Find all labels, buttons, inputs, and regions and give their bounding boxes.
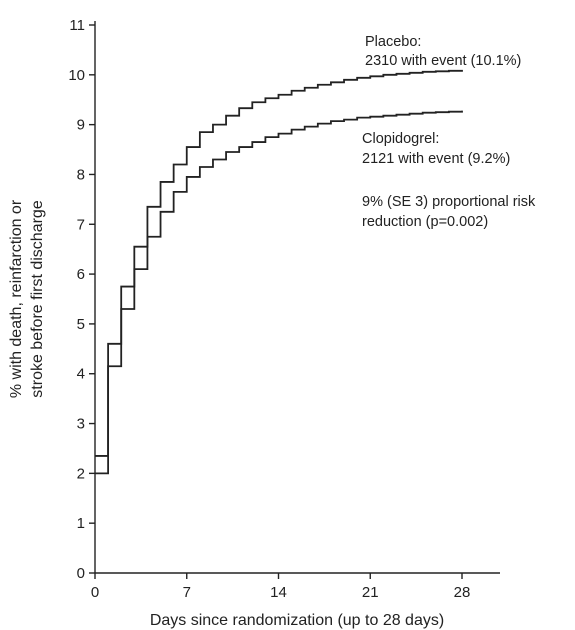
x-tick-label: 0	[91, 584, 99, 601]
y-tick-label: 4	[77, 366, 85, 383]
axes: 0 1 2 3 4 5 6 7 8 9 10 11 0 7 14 21 28	[68, 17, 500, 601]
y-tick-label: 7	[77, 216, 85, 233]
placebo-annotation-title: Placebo:	[365, 34, 421, 50]
y-axis-title-line-2: stroke before first discharge	[29, 200, 46, 398]
x-axis-title: Days since randomization (up to 28 days)	[150, 612, 444, 629]
placebo-annotation-count: 2310 with event (10.1%)	[365, 53, 521, 69]
risk-reduction-annotation-line-2: reduction (p=0.002)	[362, 214, 488, 230]
y-tick-label: 1	[77, 515, 85, 532]
series-line-placebo	[95, 69, 463, 457]
clopidogrel-annotation-title: Clopidogrel:	[362, 131, 439, 147]
y-tick-label: 10	[68, 67, 85, 84]
y-axis-title-line-1: % with death, reinfarction or	[8, 199, 25, 398]
x-tick-label: 21	[362, 584, 379, 601]
x-tick-label: 28	[454, 584, 471, 601]
x-tick-label: 14	[270, 584, 287, 601]
series-line-clopidogrel	[95, 110, 463, 475]
series-layer	[95, 69, 463, 475]
y-tick-label: 8	[77, 166, 85, 183]
y-tick-label: 5	[77, 316, 85, 333]
y-tick-label: 6	[77, 266, 85, 283]
y-tick-label: 3	[77, 416, 85, 433]
y-tick-label: 11	[69, 17, 85, 34]
y-tick-label: 9	[77, 117, 85, 134]
y-tick-label: 0	[77, 565, 85, 582]
risk-reduction-annotation-line-1: 9% (SE 3) proportional risk	[362, 194, 536, 210]
clopidogrel-annotation-count: 2121 with event (9.2%)	[362, 151, 510, 167]
x-tick-label: 7	[183, 584, 191, 601]
y-tick-label: 2	[77, 465, 85, 482]
